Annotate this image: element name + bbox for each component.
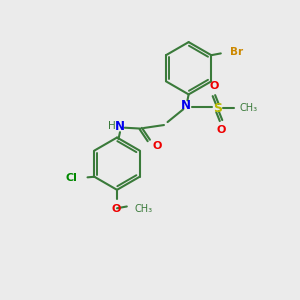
Text: O: O — [111, 204, 121, 214]
Text: S: S — [213, 102, 222, 115]
Text: CH₃: CH₃ — [240, 103, 258, 113]
Text: Br: Br — [230, 46, 243, 57]
Text: H: H — [108, 121, 116, 131]
Text: Cl: Cl — [65, 173, 77, 183]
Text: O: O — [153, 140, 162, 151]
Text: O: O — [216, 125, 226, 135]
Text: O: O — [209, 81, 219, 92]
Text: N: N — [181, 99, 191, 112]
Text: CH₃: CH₃ — [135, 204, 153, 214]
Text: N: N — [115, 120, 125, 133]
